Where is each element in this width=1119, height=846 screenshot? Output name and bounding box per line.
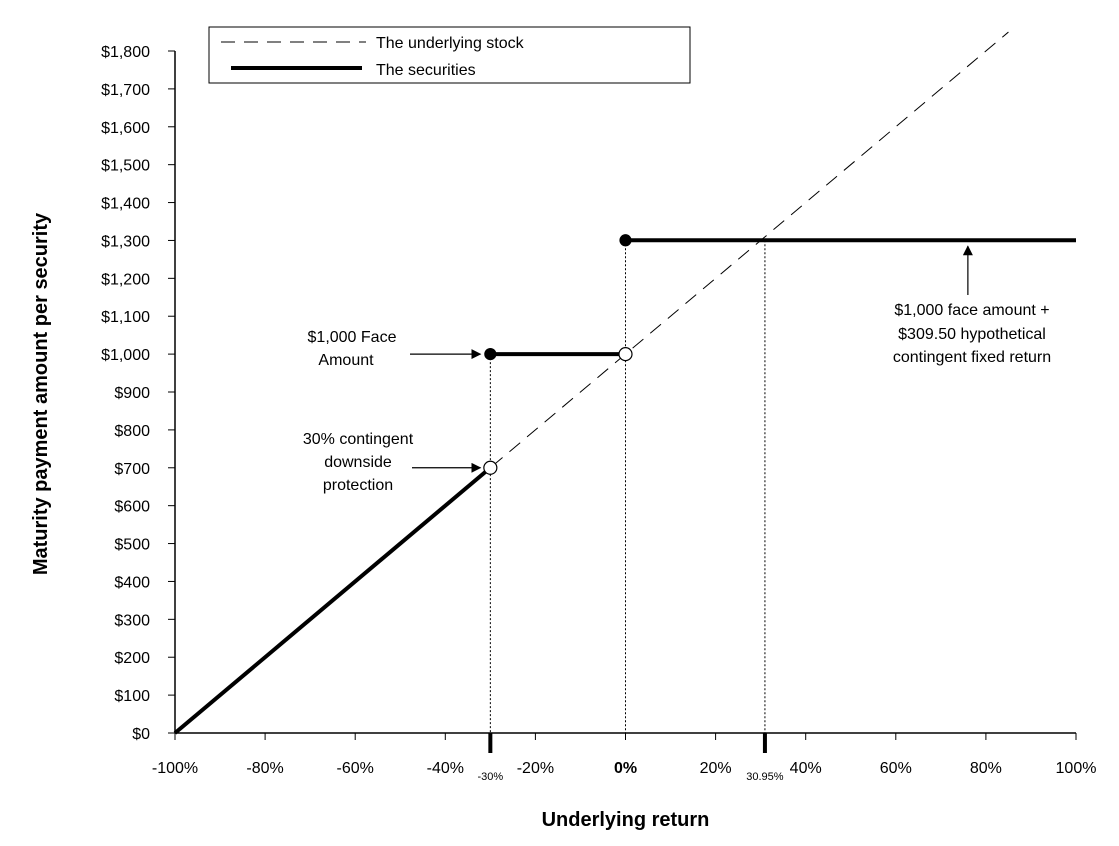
y-tick-label: $1,400 xyxy=(101,196,150,213)
y-tick-label: $0 xyxy=(132,726,150,743)
axes xyxy=(174,51,1076,734)
legend: The underlying stock The securities xyxy=(208,26,691,84)
x-tick-label: -20% xyxy=(517,760,554,777)
x-marker-label: -30% xyxy=(478,771,504,783)
y-tick-label: $1,800 xyxy=(101,44,150,61)
series-layer xyxy=(173,31,1076,735)
open-marker xyxy=(483,460,498,475)
x-tick-label: 80% xyxy=(970,760,1002,777)
annotation-protection-line: 30% contingent xyxy=(303,431,414,448)
y-tick-label: $400 xyxy=(114,574,150,591)
y-tick-label: $1,500 xyxy=(101,158,150,175)
y-tick-label: $1,000 xyxy=(101,347,150,364)
series-securities-segment xyxy=(173,466,492,735)
open-marker xyxy=(618,347,633,362)
x-marker-label: 30.95% xyxy=(746,771,784,783)
annotation-fixed-return-line: $309.50 hypothetical xyxy=(898,326,1046,343)
y-tick-label: $1,100 xyxy=(101,309,150,326)
x-tick-label: 60% xyxy=(880,760,912,777)
x-tick-label: 20% xyxy=(700,760,732,777)
markers xyxy=(483,234,633,475)
series-underlying-stock-line xyxy=(174,31,1009,734)
x-tick-label: 0% xyxy=(614,760,637,777)
y-tick-label: $900 xyxy=(114,385,150,402)
y-tick-label: $600 xyxy=(114,499,150,516)
x-tick-label: -60% xyxy=(337,760,374,777)
x-tick-label: -80% xyxy=(246,760,283,777)
annotations: $1,000 Face Amount 30% contingent downside p… xyxy=(303,245,1051,494)
annotation-face-amount-line: Amount xyxy=(318,352,374,369)
filled-marker xyxy=(619,234,632,247)
x-tick-label: 100% xyxy=(1056,760,1097,777)
y-tick-label: $1,200 xyxy=(101,271,150,288)
y-tick-label: $1,700 xyxy=(101,82,150,99)
legend-label-underlying: The underlying stock xyxy=(376,35,525,52)
annotation-protection-line: protection xyxy=(323,477,393,494)
filled-marker xyxy=(484,348,497,361)
annotation-fixed-return-line: $1,000 face amount + xyxy=(894,302,1049,319)
legend-label-securities: The securities xyxy=(376,62,476,79)
annotation-protection-line: downside xyxy=(324,454,392,471)
x-ticks: -100% -80% -60% -40% -20% 0% 20% 40% 60% 80% 100% -… xyxy=(152,733,1097,783)
y-tick-label: $100 xyxy=(114,688,150,705)
y-tick-label: $700 xyxy=(114,461,150,478)
x-axis-title: Underlying return xyxy=(542,809,710,831)
y-tick-label: $1,600 xyxy=(101,120,150,137)
x-tick-label: 40% xyxy=(790,760,822,777)
x-tick-label: -40% xyxy=(427,760,464,777)
y-tick-label: $300 xyxy=(114,612,150,629)
y-tick-label: $200 xyxy=(114,650,150,667)
legend-box xyxy=(208,26,691,84)
y-ticks: $0 $100 $200 $300 $400 $500 $600 $700 $800 $900 $1… xyxy=(101,44,175,743)
annotation-fixed-return-line: contingent fixed return xyxy=(893,349,1051,366)
y-tick-label: $500 xyxy=(114,537,150,554)
y-tick-label: $1,300 xyxy=(101,233,150,250)
y-tick-label: $800 xyxy=(114,423,150,440)
x-tick-label: -100% xyxy=(152,760,198,777)
y-axis-title: Maturity payment amount per security xyxy=(30,212,52,575)
dotted-guides xyxy=(489,240,766,733)
annotation-face-amount-line: $1,000 Face xyxy=(308,329,397,346)
